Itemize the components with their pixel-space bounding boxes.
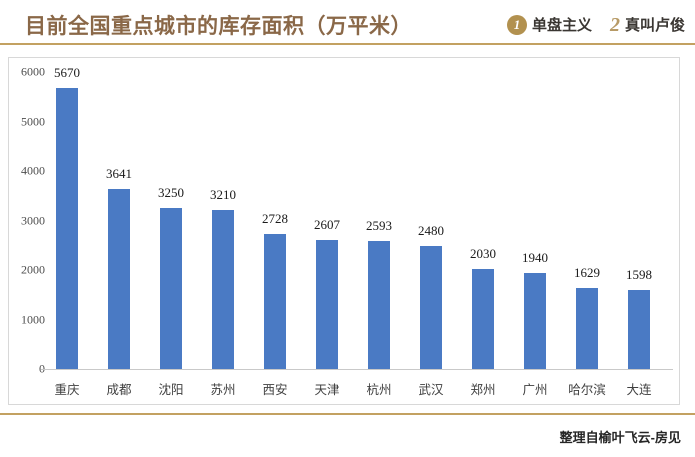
bar-沈阳 — [160, 208, 182, 369]
y-axis-tick-label: 0 — [13, 362, 45, 377]
x-axis-label-郑州: 郑州 — [470, 383, 496, 397]
source-credit: 整理自榆叶飞云-房见 — [559, 430, 681, 445]
bar-郑州 — [472, 268, 494, 369]
footer-divider — [0, 413, 695, 415]
x-axis-label-重庆: 重庆 — [54, 383, 80, 397]
bar-大连 — [628, 289, 650, 369]
bar-value-label: 2607 — [314, 216, 340, 232]
y-axis-tick-label: 2000 — [21, 262, 45, 277]
bar-value-label: 3210 — [210, 187, 236, 203]
y-axis-tick-label: 5000 — [21, 114, 45, 128]
bar-value-label: 5670 — [54, 65, 80, 81]
x-axis-label-成都: 成都 — [106, 383, 132, 397]
header-divider — [0, 43, 695, 45]
bar-chart: 0 1000 2000 3000 4000 5000 6000 5670 3641 3250 32… — [8, 57, 680, 405]
number-one-circle-icon: 1 — [506, 14, 527, 35]
bar-value-label: 1940 — [522, 249, 548, 265]
bar-column: 1940 — [509, 58, 561, 369]
x-axis-label-杭州: 杭州 — [366, 383, 392, 397]
brand-logos: 1 单盘主义 2 真叫卢俊 — [506, 14, 685, 35]
bar-column: 2593 — [353, 58, 405, 369]
plot-area: 5670 3641 3250 3210 2728 2607 2593 2480 2030 1940… — [41, 58, 665, 369]
danpanzhuyi-logo-text: 单盘主义 — [531, 17, 592, 34]
bar-value-label: 2728 — [262, 210, 288, 226]
bar-天津 — [316, 239, 338, 369]
bar-value-label: 1629 — [574, 265, 600, 281]
x-axis-label-哈尔滨: 哈尔滨 — [568, 383, 606, 397]
danpanzhuyi-logo: 1 单盘主义 — [506, 14, 592, 35]
y-axis-tick-label: 3000 — [21, 213, 45, 227]
number-two-icon: 2 — [609, 13, 620, 36]
y-axis-tick-label: 6000 — [21, 64, 45, 79]
x-axis-label-苏州: 苏州 — [210, 383, 236, 397]
bar-value-label: 2030 — [470, 245, 496, 261]
bar-column: 1598 — [613, 58, 665, 369]
header: 目前全国重点城市的库存面积（万平米） 1 单盘主义 2 真叫卢俊 — [0, 0, 695, 44]
bar-重庆 — [56, 88, 78, 369]
bar-column: 2030 — [457, 58, 509, 369]
zhenjiaolujun-logo: 2 真叫卢俊 — [610, 14, 685, 35]
x-axis-line — [41, 369, 673, 370]
y-axis-tick-label: 4000 — [21, 163, 45, 178]
bar-哈尔滨 — [576, 288, 598, 369]
bar-column: 1629 — [561, 58, 613, 369]
x-axis-label-广州: 广州 — [522, 383, 548, 397]
y-axis-tick-label: 1000 — [21, 312, 45, 326]
bar-西安 — [264, 233, 286, 369]
bar-column: 2607 — [301, 58, 353, 369]
zhenjiaolujun-logo-text: 真叫卢俊 — [624, 17, 685, 34]
bar-column: 3641 — [93, 58, 145, 369]
x-axis-label-大连: 大连 — [626, 383, 652, 397]
bar-广州 — [524, 272, 546, 369]
bar-杭州 — [368, 240, 390, 369]
bar-column: 2728 — [249, 58, 301, 369]
bar-value-label: 3250 — [158, 185, 184, 201]
bar-value-label: 1598 — [626, 266, 652, 282]
bar-value-label: 2593 — [366, 217, 392, 233]
bar-成都 — [108, 188, 130, 369]
bar-column: 2480 — [405, 58, 457, 369]
x-axis-label-天津: 天津 — [314, 383, 340, 397]
x-axis-label-沈阳: 沈阳 — [158, 383, 184, 397]
bar-value-label: 3641 — [106, 165, 132, 181]
bar-武汉 — [420, 246, 442, 369]
x-axis-label-武汉: 武汉 — [418, 383, 444, 397]
x-axis-label-西安: 西安 — [262, 383, 288, 397]
bar-苏州 — [212, 210, 234, 369]
page-title: 目前全国重点城市的库存面积（万平米） — [25, 15, 412, 38]
bar-column: 3210 — [197, 58, 249, 369]
bar-column: 3250 — [145, 58, 197, 369]
bar-value-label: 2480 — [418, 223, 444, 239]
bar-column: 5670 — [41, 58, 93, 369]
